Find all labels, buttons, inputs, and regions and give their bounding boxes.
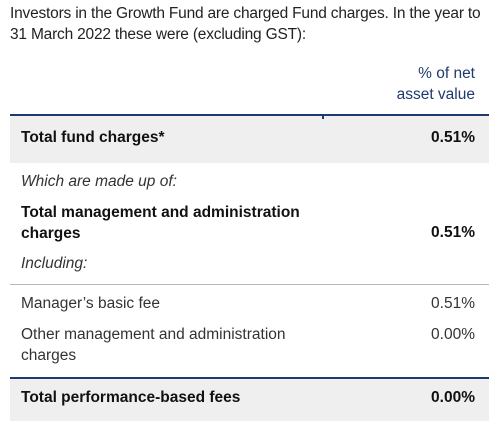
other-mgmt-admin-label: Other management and administration char… [21,324,286,366]
total-fund-charges-band [10,114,489,163]
total-performance-fees-band [10,377,489,421]
managers-basic-fee-value: 0.51% [431,295,475,312]
intro-line-2: 31 March 2022 these were (excluding GST)… [10,26,306,43]
header-rule-tick [322,116,324,119]
other-mgmt-admin-label-line-1: Other management and administration [21,326,286,343]
total-mgmt-admin-value: 0.51% [431,224,475,241]
intro-paragraph: Investors in the Growth Fund are charged… [10,3,490,45]
total-mgmt-admin-label-line-1: Total management and administration [21,204,300,221]
including-label: Including: [21,255,88,272]
column-header-line-1: % of net [418,65,475,82]
intro-line-1: Investors in the Growth Fund are charged… [10,5,481,22]
managers-basic-fee-label: Manager’s basic fee [21,295,161,312]
other-mgmt-admin-value: 0.00% [431,326,475,343]
total-mgmt-admin-label-line-2: charges [21,225,81,242]
other-mgmt-admin-label-line-2: charges [21,347,77,364]
total-fund-charges-value: 0.51% [431,129,475,146]
section-divider [10,284,489,285]
total-performance-fees-label: Total performance-based fees [21,389,241,406]
total-mgmt-admin-label: Total management and administration char… [21,202,300,244]
total-performance-fees-value: 0.00% [431,389,475,406]
column-header-line-2: asset value [396,86,475,103]
total-fund-charges-label: Total fund charges* [21,129,165,146]
column-header-net-asset-value: % of net asset value [397,63,475,105]
made-up-of-label: Which are made up of: [21,173,177,190]
